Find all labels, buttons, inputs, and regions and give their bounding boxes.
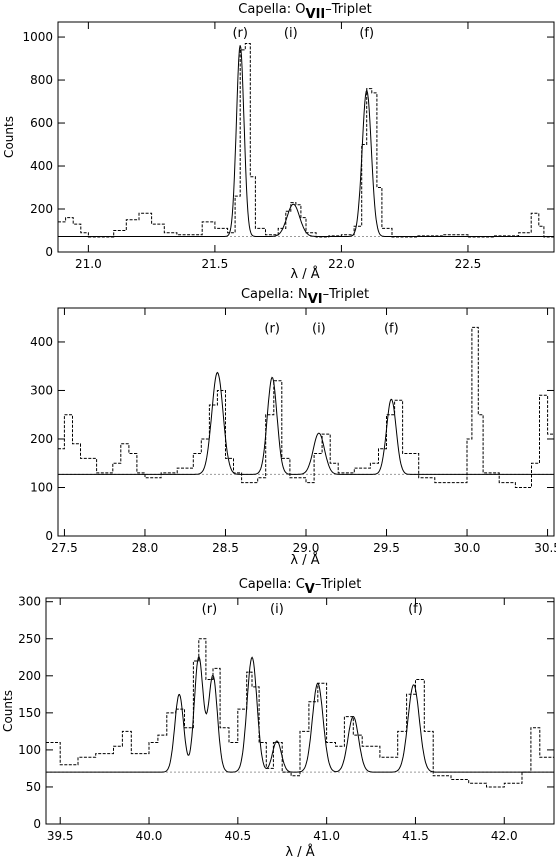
panel-n6-title: Capella: NVI–Triplet [241, 287, 369, 307]
y-tick-label: 400 [30, 159, 53, 173]
y-tick-label: 300 [30, 383, 53, 397]
y-tick-label: 0 [33, 817, 41, 831]
y-tick-label: 200 [18, 669, 41, 683]
model-fit [58, 371, 554, 475]
line-annotation: (f) [359, 26, 374, 41]
y-tick-label: 150 [18, 706, 41, 720]
y-tick-label: 100 [30, 480, 53, 494]
y-tick-label: 1000 [22, 30, 53, 44]
y-tick-label: 200 [30, 202, 53, 216]
x-tick-label: 42.0 [491, 829, 518, 843]
y-tick-label: 250 [18, 632, 41, 646]
panel-c5-ylabel: Counts [1, 690, 15, 732]
data-histogram [58, 326, 554, 488]
panel-o7-marks: (r) (i) (f) [58, 26, 554, 238]
y-tick-label: 100 [18, 743, 41, 757]
x-tick-label: 41.0 [313, 829, 340, 843]
y-tick-label: 800 [30, 73, 53, 87]
x-tick-label: 21.0 [75, 257, 102, 271]
x-tick-label: 29.0 [293, 541, 320, 555]
x-tick-label: 39.5 [47, 829, 74, 843]
x-tick-label: 41.5 [402, 829, 429, 843]
x-tick-label: 30.0 [454, 541, 481, 555]
line-annotation: (i) [284, 26, 298, 41]
panel-o7-frame [57, 21, 555, 253]
y-tick-label: 200 [30, 432, 53, 446]
line-annotation: (f) [408, 602, 423, 617]
panel-c5-axes: 39.5 40.0 40.5 41.0 41.5 42.0 0 50 100 150 200 250 3… [18, 595, 555, 843]
panel-o7-axes: 21.0 21.5 22.0 22.5 0 200 400 600 800 1000 [22, 21, 555, 271]
panel-c5: 39.5 40.0 40.5 41.0 41.5 42.0 0 50 100 150 200 250 3… [1, 577, 555, 860]
panel-n6-axes: 27.5 28.0 28.5 29.0 29.5 30.0 30.5 0 100 200 300 40… [30, 307, 556, 555]
line-annotation: (i) [270, 602, 284, 617]
x-tick-label: 40.0 [136, 829, 163, 843]
y-tick-label: 50 [26, 780, 41, 794]
panel-n6-xlabel: λ / Å [290, 552, 319, 568]
data-histogram [58, 43, 554, 238]
line-annotation: (i) [312, 321, 326, 336]
x-tick-label: 21.5 [202, 257, 229, 271]
x-tick-label: 28.5 [212, 541, 239, 555]
x-tick-label: 40.5 [224, 829, 251, 843]
x-tick-label: 27.5 [51, 541, 78, 555]
x-tick-label: 22.0 [328, 257, 355, 271]
x-tick-label: 30.5 [534, 541, 556, 555]
line-annotation: (r) [264, 321, 280, 336]
y-tick-label: 300 [18, 595, 41, 609]
line-annotation: (f) [384, 321, 399, 336]
panel-c5-title: Capella: CV–Triplet [239, 577, 362, 597]
model-fit [58, 45, 554, 237]
y-tick-label: 0 [45, 529, 53, 543]
y-tick-label: 600 [30, 116, 53, 130]
y-tick-label: 0 [45, 245, 53, 259]
panel-n6: 27.5 28.0 28.5 29.0 29.5 30.0 30.5 0 100 200 300 40… [30, 287, 556, 568]
panel-c5-marks: (r) (i) (f) [46, 602, 554, 788]
x-tick-label: 22.5 [455, 257, 482, 271]
model-fit [46, 656, 554, 773]
x-tick-label: 28.0 [132, 541, 159, 555]
y-tick-label: 400 [30, 335, 53, 349]
panel-o7: 21.0 21.5 22.0 22.5 0 200 400 600 800 1000 Capell… [2, 2, 555, 282]
panel-c5-xlabel: λ / Å [285, 844, 314, 860]
panel-o7-title: Capella: OVII–Triplet [238, 2, 371, 22]
panel-n6-marks: (r) (i) (f) [58, 321, 554, 488]
line-annotation: (r) [202, 602, 218, 617]
panel-o7-ylabel: Counts [2, 116, 16, 158]
data-histogram [46, 638, 554, 788]
line-annotation: (r) [232, 26, 248, 41]
panel-n6-frame [57, 307, 555, 537]
panel-c5-frame [45, 597, 555, 825]
x-tick-label: 29.5 [373, 541, 400, 555]
panel-o7-xlabel: λ / Å [290, 266, 319, 282]
